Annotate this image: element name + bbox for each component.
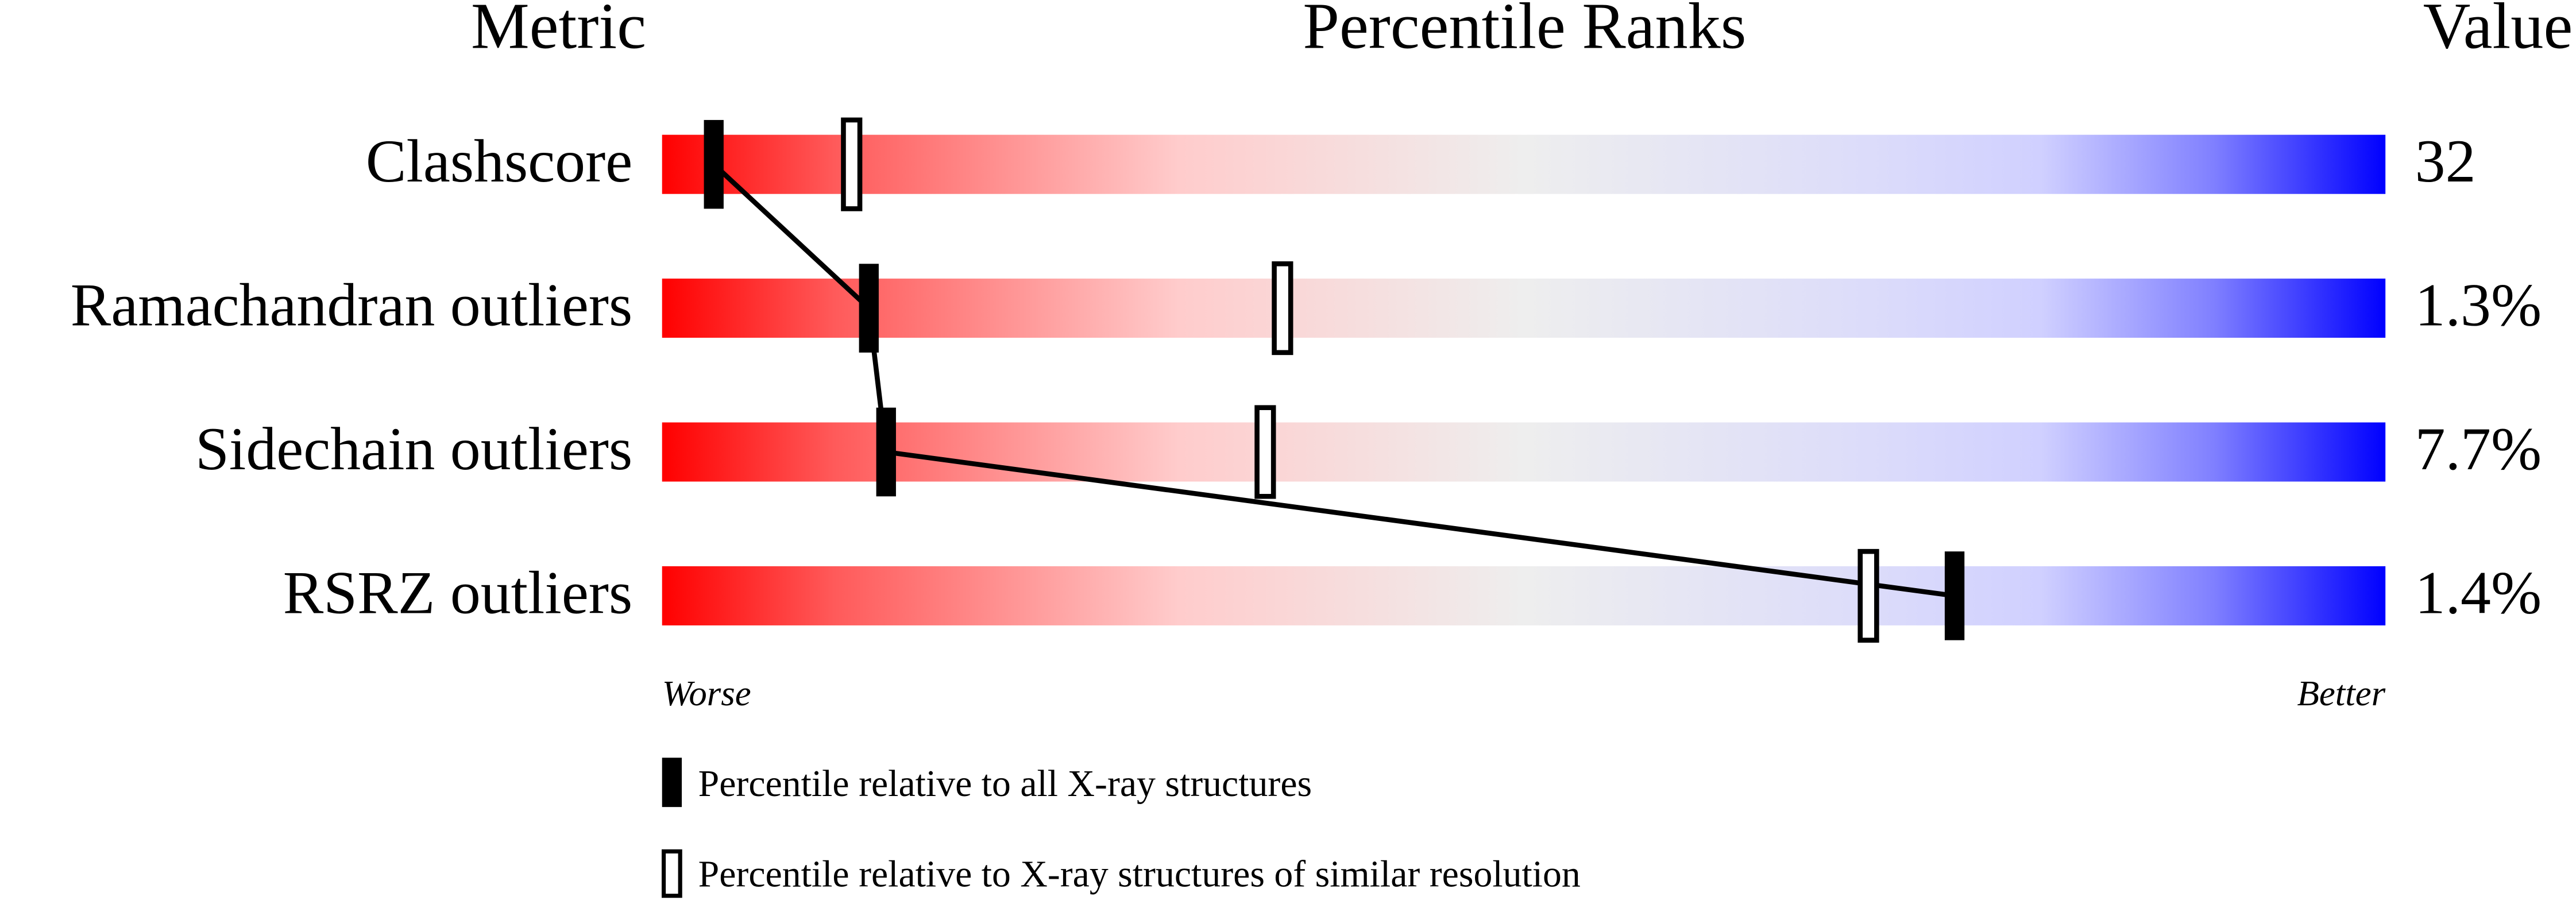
slider-bar: [662, 279, 2386, 338]
percentile-marker: [1272, 261, 1293, 356]
connector-line: [712, 163, 1955, 598]
metric-value: 7.7%: [2415, 415, 2542, 482]
column-header: Metric: [471, 0, 646, 63]
slider-bar: [662, 566, 2386, 625]
slider-bar: [662, 422, 2386, 482]
percentile-marker: [1857, 548, 1879, 643]
axis-end-label: Worse: [662, 673, 751, 713]
percentile-marker: [841, 117, 863, 211]
metric-value: 32: [2415, 128, 2476, 195]
percentile-marker: [876, 407, 896, 497]
percentile-marker: [859, 264, 879, 353]
slider-bar: [662, 134, 2386, 194]
percentile-marker: [1254, 405, 1276, 499]
column-header: Value: [2423, 0, 2573, 63]
legend-marker: [662, 758, 682, 808]
percentile-marker: [1944, 551, 1965, 640]
metric-label: Ramachandran outliers: [71, 272, 632, 339]
metric-value: 1.3%: [2415, 272, 2542, 339]
metric-label: RSRZ outliers: [283, 559, 632, 626]
legend-marker: [661, 849, 682, 898]
metric-value: 1.4%: [2415, 559, 2542, 626]
metric-label: Clashscore: [366, 128, 632, 195]
axis-end-label: Better: [2297, 673, 2385, 713]
column-header: Percentile Ranks: [1303, 0, 1746, 63]
metric-label: Sidechain outliers: [195, 415, 632, 482]
percentile-marker: [704, 119, 724, 209]
legend-label: Percentile relative to X-ray structures …: [698, 853, 1581, 895]
legend-label: Percentile relative to all X-ray structu…: [698, 763, 1312, 805]
